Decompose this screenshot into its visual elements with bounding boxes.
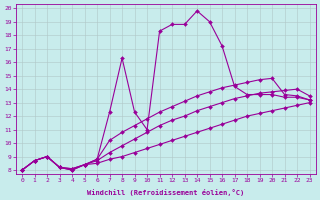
X-axis label: Windchill (Refroidissement éolien,°C): Windchill (Refroidissement éolien,°C) [87,189,244,196]
